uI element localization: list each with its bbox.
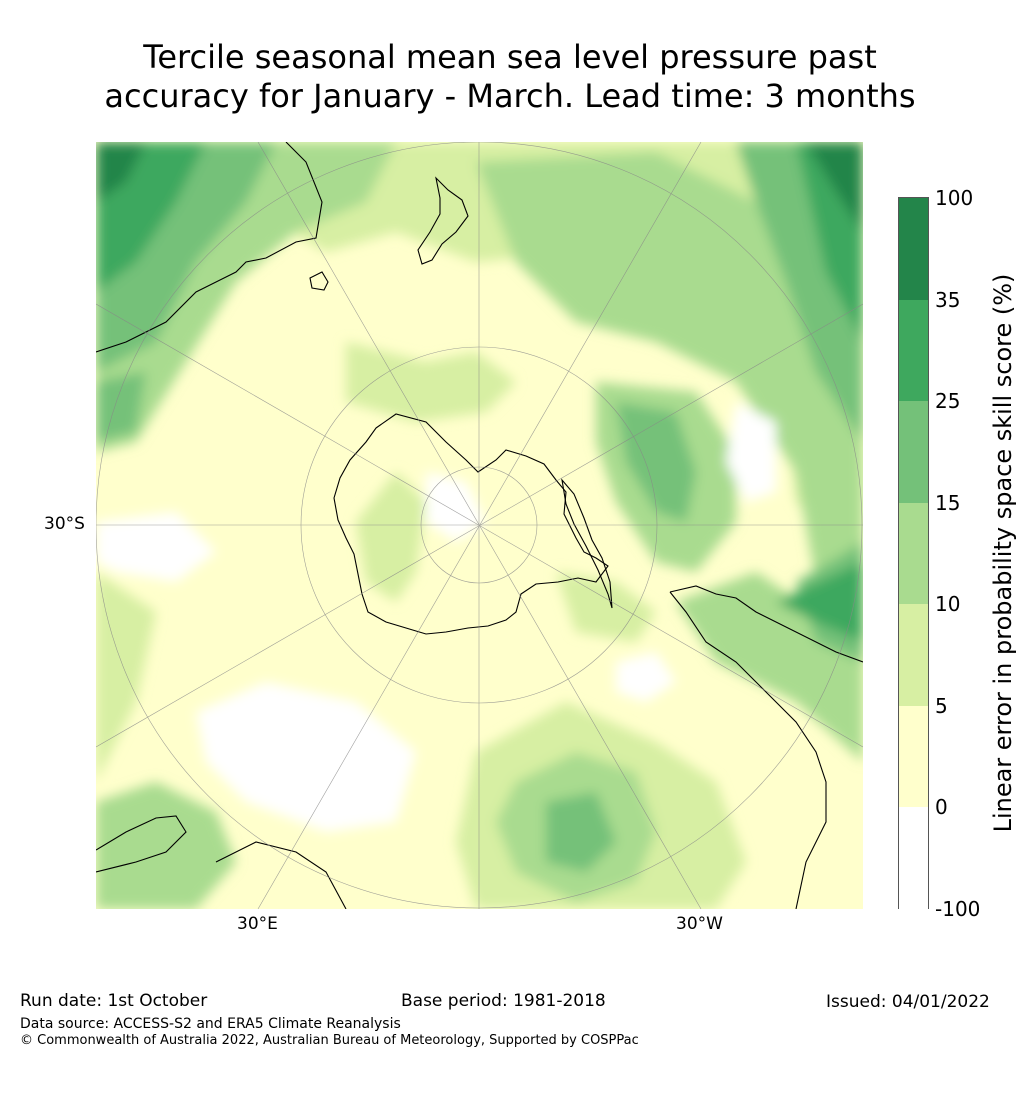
colorbar-tick-10: 10 [935,592,961,616]
colorbar-tick-35: 35 [935,288,961,312]
colorbar-segment-0-5 [899,706,928,807]
skill-regions [96,142,863,909]
lon-label-30w: 30°W [676,914,723,934]
meridian-150 [96,303,863,748]
colorbar-segment-10-15 [899,503,928,604]
madagascar-coastline [215,841,347,909]
colorbar-segment-25-35 [899,300,928,401]
colorbar-tick-15: 15 [935,491,961,515]
base-period: Base period: 1981-2018 [401,991,606,1011]
colorbar-tick-100: 100 [935,186,974,210]
south-america-east-coast [669,591,827,909]
lat-label-30s: 30°S [44,514,85,534]
colorbar-tick-neg100: -100 [935,897,981,921]
tasmania-coastline [309,271,329,291]
new-zealand-coastline [417,176,469,265]
lon-label-30e: 30°E [237,914,278,934]
coastlines [96,142,863,909]
australia-coastline [96,142,323,353]
issued-date: Issued: 04/01/2022 [826,992,990,1012]
colorbar-segment-35-100 [899,198,928,300]
colorbar-tick-5: 5 [935,694,948,718]
title-line-1: Tercile seasonal mean sea level pressure… [143,38,877,76]
map-title: Tercile seasonal mean sea level pressure… [0,38,1020,116]
title-line-2: accuracy for January - March. Lead time:… [104,77,916,115]
colorbar-tick-0: 0 [935,795,948,819]
skill-score-map [96,142,863,909]
colorbar-tick-25: 25 [935,389,961,413]
graticule [96,142,863,909]
antarctica-coastline [333,413,609,635]
colorbar-label: Linear error in probability space skill … [989,273,1017,833]
south-america-coastline [669,585,863,663]
map-svg [96,142,863,909]
colorbar-segment-5-10 [899,604,928,706]
run-date: Run date: 1st October [20,991,208,1011]
copyright-notice: © Commonwealth of Australia 2022, Austra… [20,1033,639,1048]
africa-coastline [96,815,187,873]
colorbar [898,197,929,910]
data-source: Data source: ACCESS-S2 and ERA5 Climate … [20,1016,401,1032]
colorbar-segment-neg100-0 [899,807,928,910]
antarctic-peninsula [561,478,613,609]
colorbar-segment-15-25 [899,401,928,503]
